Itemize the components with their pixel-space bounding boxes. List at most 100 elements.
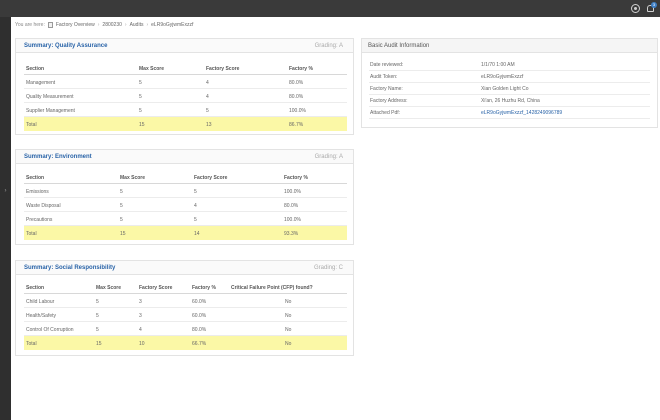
- panel-title: Summary: Environment: [24, 154, 92, 160]
- cell-factory-percent: 86.7%: [289, 122, 304, 128]
- cell-max-score: 15: [96, 341, 102, 347]
- bell-icon[interactable]: [647, 5, 654, 12]
- cell-factory-percent: 100.0%: [289, 108, 306, 114]
- cell-section: Waste Disposal: [26, 203, 61, 209]
- cell-factory-score: 4: [206, 94, 209, 100]
- cell-max-score: 5: [96, 299, 99, 305]
- panel-title: Basic Audit Information: [368, 43, 430, 49]
- table-header-row: Section Max Score Factory Score Factory …: [24, 61, 347, 75]
- column-header: Section: [26, 285, 45, 291]
- cell-section: Health/Safety: [26, 313, 57, 319]
- attached-pdf-link[interactable]: eLR9oGyjwmExzzf_1428249096789: [481, 110, 563, 116]
- cell-factory-percent: 66.7%: [192, 341, 207, 347]
- info-row-factory-name: Factory Name: Xian Golden Light Co: [369, 83, 650, 95]
- cell-section: Supplier Management: [26, 108, 75, 114]
- cell-factory-percent: 80.0%: [192, 327, 207, 333]
- table-row: Control Of Corruption 5 4 80.0% No: [24, 322, 347, 336]
- cell-factory-score: 5: [194, 217, 197, 223]
- column-header: Max Score: [139, 66, 165, 72]
- breadcrumb-prefix: You are here:: [15, 22, 45, 28]
- table-row: Waste Disposal 5 4 80.0%: [24, 198, 347, 212]
- table-row: Management 5 4 80.0%: [24, 75, 347, 89]
- cell-factory-percent: 100.0%: [284, 189, 301, 195]
- cell-factory-score: 5: [194, 189, 197, 195]
- column-header: Factory Score: [194, 175, 228, 181]
- notification-badge: 3: [651, 2, 657, 8]
- cell-factory-percent: 80.0%: [289, 80, 304, 86]
- info-value: Xian Golden Light Co: [481, 86, 529, 92]
- table-row: Supplier Management 5 5 100.0%: [24, 103, 347, 117]
- column-header: Section: [26, 175, 45, 181]
- info-label: Factory Address:: [370, 98, 408, 104]
- info-value: eLR9oGyjwmExzzf: [481, 74, 524, 80]
- cell-factory-percent: 60.0%: [192, 299, 207, 305]
- grading-label: Grading: A: [314, 154, 343, 160]
- column-header: Factory %: [289, 66, 313, 72]
- breadcrumb-separator-icon: ›: [124, 22, 127, 28]
- summary-table: Section Max Score Factory Score Factory …: [24, 280, 347, 350]
- cell-factory-score: 13: [206, 122, 212, 128]
- cell-section: Child Labour: [26, 299, 55, 305]
- table-row: Emissions 5 5 100.0%: [24, 184, 347, 198]
- cell-max-score: 5: [96, 327, 99, 333]
- info-label: Date reviewed:: [370, 62, 404, 68]
- panel-header: Summary: Quality Assurance Grading: A: [16, 39, 353, 53]
- cell-factory-score: 14: [194, 231, 200, 237]
- table-header-row: Section Max Score Factory Score Factory …: [24, 280, 347, 294]
- sidebar-strip: ›: [0, 17, 11, 420]
- total-row: Total 15 14 93.3%: [24, 226, 347, 240]
- quality-assurance-panel: Summary: Quality Assurance Grading: A Se…: [15, 38, 354, 135]
- cell-factory-percent: 80.0%: [284, 203, 299, 209]
- column-header: Factory Score: [139, 285, 173, 291]
- info-label: Attached Pdf:: [370, 110, 401, 116]
- breadcrumb-factory-overview[interactable]: Factory Overview: [55, 22, 95, 28]
- panel-header: Summary: Social Responsibility Grading: …: [16, 261, 353, 275]
- info-row-factory-address: Factory Address: Xi'an, 26 Huzhu Rd, Chi…: [369, 95, 650, 107]
- cell-cfp-found: No: [285, 313, 292, 319]
- panel-title: Summary: Quality Assurance: [24, 43, 108, 49]
- total-row: Total 15 10 66.7% No: [24, 336, 347, 350]
- breadcrumb-audit-token: eLR9oGyjwmExzzf: [151, 22, 194, 28]
- cell-factory-percent: 60.0%: [192, 313, 207, 319]
- info-label: Factory Name:: [370, 86, 403, 92]
- breadcrumb: You are here: Factory Overview › 2800230…: [15, 20, 196, 30]
- cell-factory-percent: 100.0%: [284, 217, 301, 223]
- info-label: Audit Token:: [370, 74, 398, 80]
- breadcrumb-audits[interactable]: Audits: [129, 22, 144, 28]
- sidebar-toggle-icon[interactable]: ›: [4, 188, 7, 194]
- info-row-audit-token: Audit Token: eLR9oGyjwmExzzf: [369, 71, 650, 83]
- info-value: Xi'an, 26 Huzhu Rd, China: [481, 98, 540, 104]
- cell-section: Management: [26, 80, 56, 86]
- breadcrumb-separator-icon: ›: [146, 22, 149, 28]
- audit-info-panel: Basic Audit Information Date reviewed: 1…: [361, 38, 658, 128]
- cell-cfp-found: No: [285, 341, 292, 347]
- cell-cfp-found: No: [285, 327, 292, 333]
- cell-cfp-found: No: [285, 299, 292, 305]
- column-header: Factory %: [284, 175, 308, 181]
- globe-icon[interactable]: [631, 4, 640, 13]
- cell-factory-score: 4: [139, 327, 142, 333]
- cell-max-score: 5: [120, 217, 123, 223]
- panel-header: Basic Audit Information: [362, 39, 657, 53]
- cell-max-score: 15: [139, 122, 145, 128]
- info-value: 1/1/70 1:00 AM: [481, 62, 515, 68]
- cell-max-score: 5: [96, 313, 99, 319]
- cell-factory-percent: 80.0%: [289, 94, 304, 100]
- breadcrumb-separator-icon: ›: [97, 22, 100, 28]
- environment-panel: Summary: Environment Grading: A Section …: [15, 149, 354, 245]
- document-icon: [47, 22, 53, 28]
- social-responsibility-panel: Summary: Social Responsibility Grading: …: [15, 260, 354, 356]
- cell-section: Precautions: [26, 217, 53, 223]
- cell-factory-percent: 93.3%: [284, 231, 299, 237]
- cell-factory-score: 10: [139, 341, 145, 347]
- column-header: Section: [26, 66, 45, 72]
- panel-title: Summary: Social Responsibility: [24, 265, 116, 271]
- grading-label: Grading: C: [313, 265, 343, 271]
- cell-max-score: 5: [139, 80, 142, 86]
- top-bar: 3: [0, 0, 660, 17]
- cell-max-score: 5: [120, 189, 123, 195]
- table-row: Precautions 5 5 100.0%: [24, 212, 347, 226]
- cell-section: Total: [26, 341, 37, 347]
- total-row: Total 15 13 86.7%: [24, 117, 347, 131]
- breadcrumb-factory-id[interactable]: 2800230: [102, 22, 122, 28]
